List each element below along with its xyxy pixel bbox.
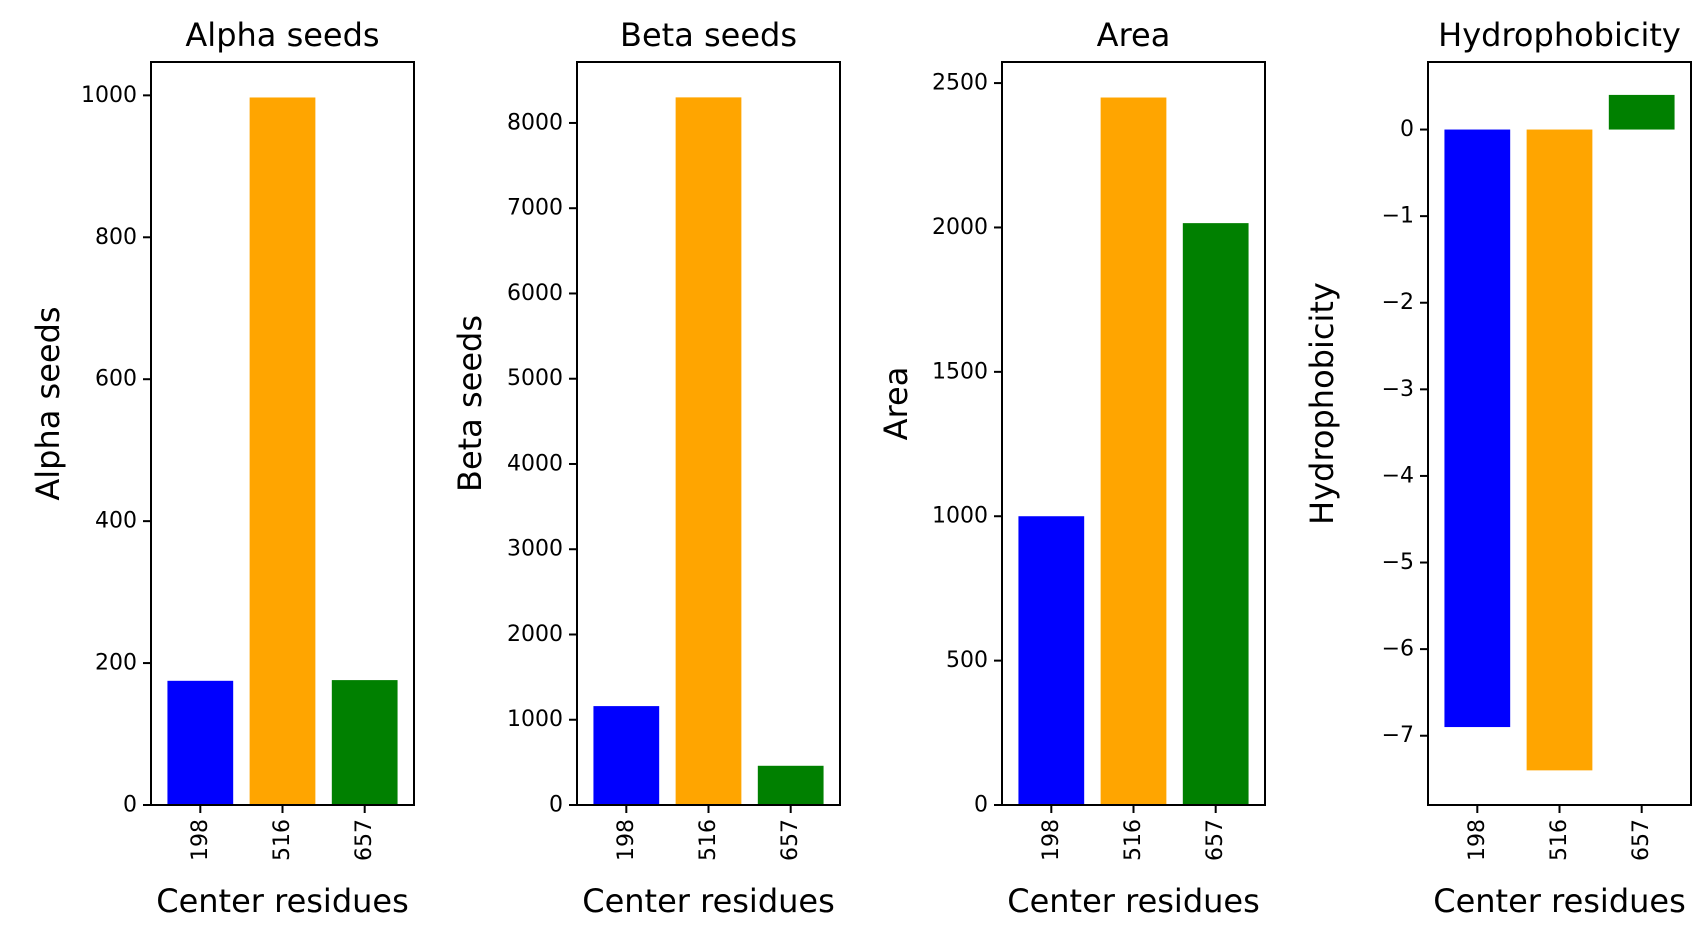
y-tick-label: 3000 [507, 537, 563, 562]
y-tick-label: 4000 [507, 451, 563, 476]
bar-657 [1182, 223, 1249, 806]
y-tick-label: 200 [95, 651, 137, 676]
x-tick-label-657: 657 [352, 819, 377, 861]
y-tick-label: 600 [95, 367, 137, 392]
y-tick-label: 2000 [507, 622, 563, 647]
bar-657 [757, 765, 824, 805]
y-tick-label: 1000 [81, 83, 137, 108]
subplot-title: Hydrophobicity [1438, 16, 1681, 54]
subplot-3: 0 500 1000 1500 2000 2500 198 516 657 Area Center … [877, 16, 1266, 920]
x-tick-label-516: 516 [1121, 819, 1146, 861]
x-axis-label: Center residues [156, 882, 409, 920]
subplot-2: 0 1000 2000 3000 4000 5000 6000 7000 8000 198 516 6… [451, 16, 841, 920]
x-axis-label: Center residues [1007, 882, 1260, 920]
x-tick-label-516: 516 [696, 819, 721, 861]
y-tick-label: −7 [1382, 723, 1414, 748]
x-tick-label-198: 198 [188, 819, 213, 861]
y-tick-label: 8000 [507, 110, 563, 135]
x-tick-label-198: 198 [614, 819, 639, 861]
y-axis-label: Hydrophobicity [1303, 282, 1341, 525]
y-tick-label: 500 [946, 648, 988, 673]
bar-516 [249, 97, 316, 806]
y-tick-label: 5000 [507, 366, 563, 391]
bar-198 [1018, 516, 1085, 805]
y-tick-label: 2000 [932, 215, 988, 240]
subplot-1: 0 200 400 600 800 1000 198 516 657 Alpha seeds Cen… [29, 16, 415, 920]
bar-198 [1444, 129, 1511, 728]
bar-198 [167, 680, 234, 805]
y-tick-label: 2500 [932, 71, 988, 96]
subplot-title: Alpha seeds [185, 16, 379, 54]
y-tick-label: 6000 [507, 281, 563, 306]
y-tick-label: 800 [95, 225, 137, 250]
subplot-title: Beta seeds [620, 16, 797, 54]
y-tick-label: −1 [1382, 204, 1414, 229]
subplot-title: Area [1097, 16, 1171, 54]
bar-516 [675, 97, 742, 805]
x-axis-label: Center residues [1433, 882, 1686, 920]
y-tick-label: −4 [1382, 463, 1414, 488]
y-axis-label: Beta seeds [451, 315, 489, 492]
y-tick-label: 1000 [932, 504, 988, 529]
y-tick-label: 0 [974, 793, 988, 818]
x-tick-label-198: 198 [1039, 819, 1064, 861]
x-axis-label: Center residues [582, 882, 835, 920]
bar-198 [593, 706, 660, 805]
x-tick-label-657: 657 [1203, 819, 1228, 861]
y-tick-label: 7000 [507, 196, 563, 221]
x-tick-label-198: 198 [1465, 819, 1490, 861]
y-tick-label: 0 [1400, 117, 1414, 142]
bar-657 [331, 680, 398, 805]
subplot-4: 0 −1 −2 −3 −4 −5 −6 −7 198 516 657 Hydrophobicity Ce… [1303, 16, 1692, 920]
y-tick-label: 0 [123, 793, 137, 818]
bar-657 [1608, 94, 1675, 130]
y-tick-label: 1500 [932, 359, 988, 384]
y-tick-label: 0 [549, 793, 563, 818]
bar-516 [1100, 97, 1167, 806]
x-tick-label-657: 657 [1629, 819, 1654, 861]
y-axis-label: Alpha seeds [29, 306, 67, 500]
y-tick-label: −3 [1382, 377, 1414, 402]
y-tick-label: 400 [95, 509, 137, 534]
x-tick-label-516: 516 [270, 819, 295, 861]
y-tick-label: −6 [1382, 637, 1414, 662]
x-tick-label-657: 657 [778, 819, 803, 861]
x-tick-label-516: 516 [1547, 819, 1572, 861]
y-tick-label: −5 [1382, 550, 1414, 575]
bar-516 [1526, 129, 1593, 771]
y-tick-label: −2 [1382, 290, 1414, 315]
y-axis-label: Area [877, 367, 915, 441]
y-tick-label: 1000 [507, 707, 563, 732]
